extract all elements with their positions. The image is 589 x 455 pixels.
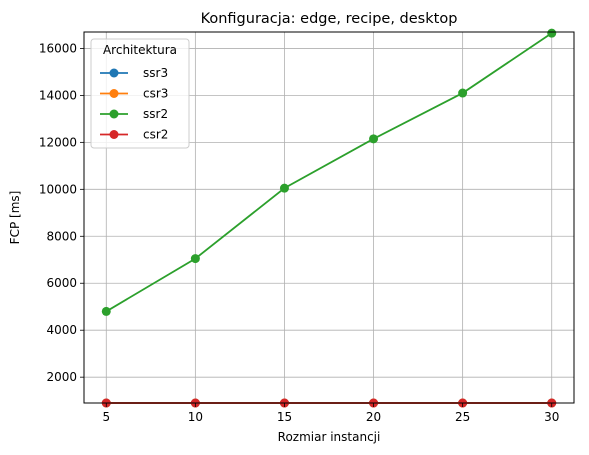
y-tick-label: 2000 xyxy=(46,370,77,384)
data-point-ssr2 xyxy=(547,28,557,38)
y-tick-label: 16000 xyxy=(39,41,77,55)
legend-box xyxy=(90,38,190,149)
series-line-ssr2 xyxy=(105,32,553,313)
legend-marker-ssr2 xyxy=(109,109,119,119)
data-point-ssr2 xyxy=(458,88,468,98)
legend-marker-csr3 xyxy=(109,89,119,98)
series-points xyxy=(101,28,557,408)
x-tick-label: 10 xyxy=(188,410,203,424)
chart-title: Konfiguracja: edge, recipe, desktop xyxy=(201,11,458,27)
data-point-ssr2 xyxy=(279,183,289,193)
y-tick-label: 14000 xyxy=(39,88,77,102)
legend-title: Architektura xyxy=(103,43,177,57)
x-tick-label: 5 xyxy=(102,410,110,424)
y-axis-label: FCP [ms] xyxy=(8,191,22,245)
plot-frame xyxy=(83,31,575,404)
legend-marker-ssr3 xyxy=(109,68,119,78)
legend-label-ssr2: ssr2 xyxy=(143,107,168,121)
legend-marker-csr2 xyxy=(109,130,119,139)
y-tick-label: 10000 xyxy=(39,182,77,196)
y-tick-label: 6000 xyxy=(46,276,77,290)
x-tick-label: 15 xyxy=(277,410,292,424)
y-axis-ticks: 2000 4000 6000 8000 10000 12000 14000 16000 xyxy=(39,41,84,384)
legend-label-ssr3: ssr3 xyxy=(143,66,168,80)
legend-label-csr3: csr3 xyxy=(143,87,168,101)
y-tick-label: 12000 xyxy=(39,135,77,149)
legend: Architektura ssr3 csr3 ssr2 csr2 xyxy=(90,38,190,149)
legend-label-csr2: csr2 xyxy=(143,128,168,142)
y-tick-label: 8000 xyxy=(46,229,77,243)
x-axis-ticks: 5 10 15 20 25 30 xyxy=(102,403,559,424)
data-point-ssr2 xyxy=(190,254,200,264)
x-tick-label: 25 xyxy=(455,410,470,424)
data-point-ssr2 xyxy=(369,134,379,144)
x-axis-label: Rozmiar instancji xyxy=(278,430,381,444)
x-tick-label: 30 xyxy=(544,410,559,424)
y-tick-label: 4000 xyxy=(46,323,77,337)
x-tick-label: 20 xyxy=(366,410,381,424)
data-point-ssr2 xyxy=(101,306,111,316)
legend-items: ssr3 csr3 ssr2 csr2 xyxy=(100,66,168,142)
